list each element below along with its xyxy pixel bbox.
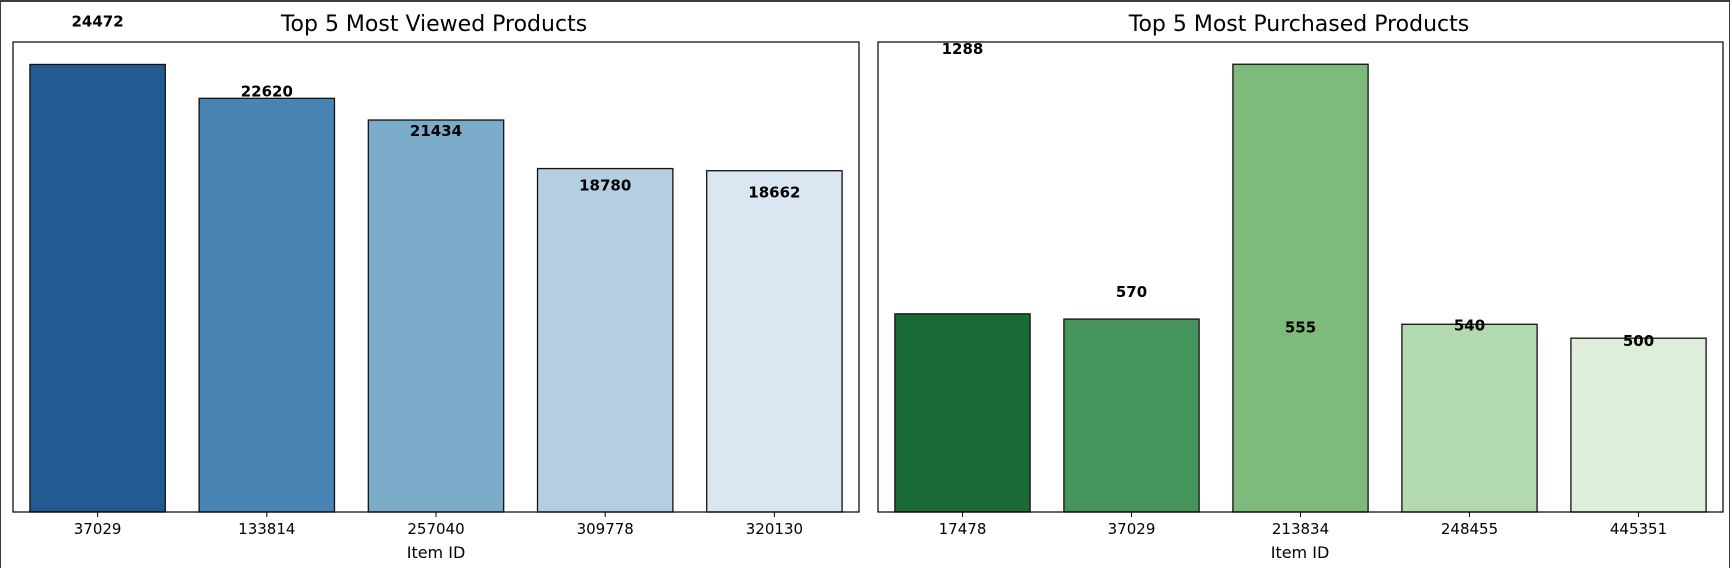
data-label: 570 [1116, 283, 1147, 301]
viewed-chart: Top 5 Most Viewed Products 37029 133814 25… [12, 12, 860, 562]
data-label: 1288 [942, 40, 984, 58]
data-label: 555 [1285, 318, 1316, 336]
x-tick-label: 257040 [407, 520, 464, 538]
bar [198, 97, 336, 513]
x-tick-label: 17478 [939, 520, 987, 538]
x-tick-label: 320130 [746, 520, 803, 538]
purchased-chart: Top 5 Most Purchased Products 17478 37029… [877, 12, 1724, 562]
bar [706, 170, 843, 513]
bar [1232, 63, 1369, 513]
data-label: 500 [1623, 332, 1654, 350]
data-label-group: 1288 570 555 540 500 [942, 40, 1655, 350]
data-label: 24472 [72, 12, 124, 30]
bar [894, 313, 1031, 513]
bar [536, 167, 674, 513]
data-label: 22620 [241, 82, 293, 100]
data-label: 18780 [579, 177, 631, 195]
data-label-group: 24472 22620 21434 18780 18662 [72, 12, 801, 201]
bar [367, 119, 505, 513]
x-tick-group: 17478 37029 213834 248455 445351 [939, 512, 1667, 538]
bar-group [894, 63, 1707, 513]
x-tick-label: 37029 [1108, 520, 1156, 538]
bar [1570, 337, 1707, 513]
x-tick-label: 133814 [238, 520, 295, 538]
x-tick-label: 213834 [1272, 520, 1329, 538]
x-axis-label: Item ID [1271, 543, 1330, 562]
x-tick-group: 37029 133814 257040 309778 320130 [74, 512, 803, 538]
bar [1401, 323, 1538, 513]
chart-title: Top 5 Most Purchased Products [1128, 12, 1469, 37]
data-label: 21434 [410, 122, 462, 140]
bar-group [29, 63, 843, 513]
data-label: 18662 [748, 184, 800, 202]
data-label: 540 [1454, 316, 1485, 334]
chart-title: Top 5 Most Viewed Products [280, 12, 587, 37]
x-tick-label: 445351 [1610, 520, 1667, 538]
x-tick-label: 309778 [577, 520, 634, 538]
x-tick-label: 248455 [1441, 520, 1498, 538]
bar [1063, 318, 1200, 513]
x-tick-label: 37029 [74, 520, 122, 538]
bar [29, 63, 166, 513]
x-axis-label: Item ID [407, 543, 466, 562]
